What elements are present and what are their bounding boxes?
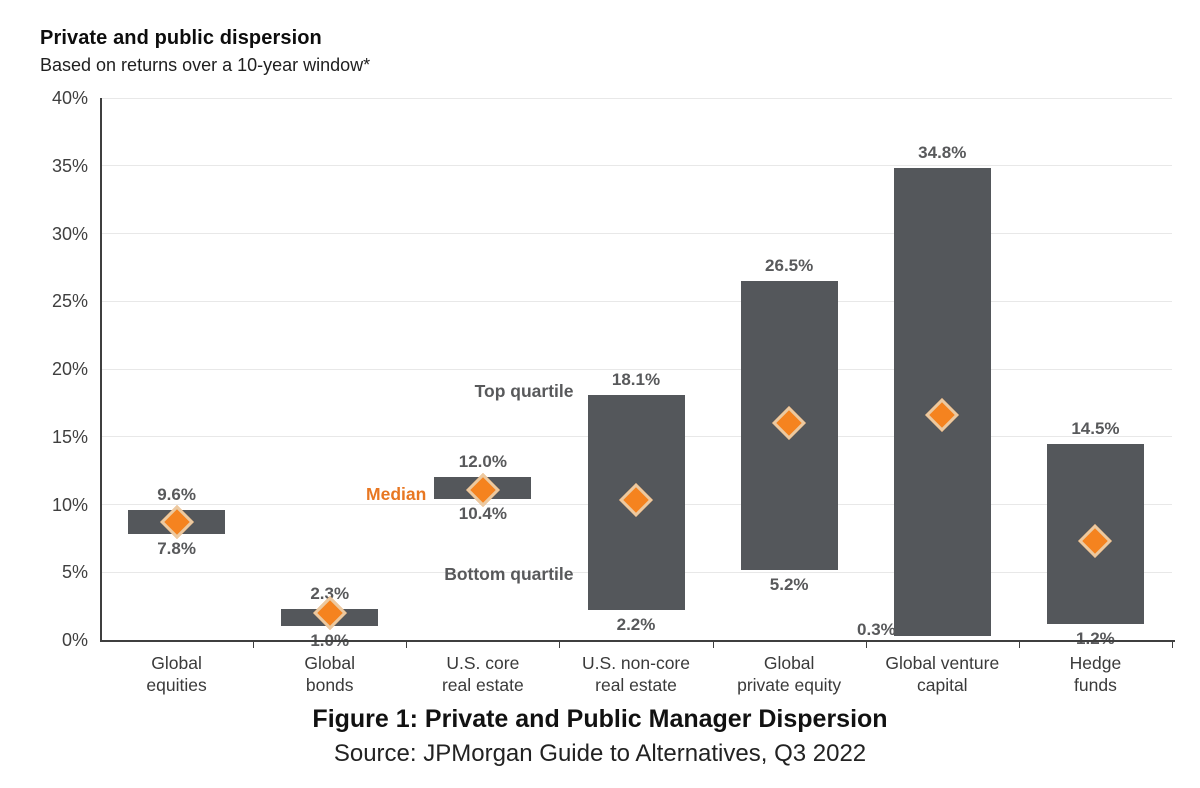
y-gridline <box>100 233 1172 234</box>
y-tick-label: 30% <box>51 223 88 244</box>
y-tick-label: 15% <box>51 426 88 447</box>
bottom-quartile-value-label: 2.2% <box>616 615 656 635</box>
y-gridline <box>100 165 1172 167</box>
x-axis-tick <box>712 642 714 648</box>
y-tick-label: 5% <box>61 562 88 583</box>
x-category-label: U.S. non-core real estate <box>582 653 690 695</box>
top-quartile-value-label: 14.5% <box>1071 418 1120 438</box>
top-quartile-value-label: 12.0% <box>458 452 507 472</box>
y-tick-label: 10% <box>51 494 88 515</box>
annotation-median: Median <box>366 484 427 504</box>
bottom-quartile-value-label: 10.4% <box>458 504 507 524</box>
x-axis-line <box>100 640 1175 642</box>
figure-caption: Figure 1: Private and Public Manager Dis… <box>312 705 888 733</box>
figure-source: Source: JPMorgan Guide to Alternatives, … <box>333 740 867 767</box>
y-tick-label: 0% <box>61 630 88 650</box>
x-axis-tick <box>865 642 867 648</box>
bottom-quartile-value-label: 5.2% <box>769 574 809 594</box>
top-quartile-value-label: 26.5% <box>765 255 814 275</box>
x-axis-tick <box>406 642 408 648</box>
top-quartile-value-label: 2.3% <box>310 583 350 603</box>
y-tick-label: 35% <box>51 155 88 176</box>
y-gridline <box>100 300 1172 302</box>
top-quartile-value-label: 34.8% <box>918 143 967 163</box>
y-tick-label: 25% <box>51 291 88 312</box>
x-category-label: Global private equity <box>737 653 842 695</box>
x-axis-tick <box>253 642 255 648</box>
y-tick-label: 40% <box>51 88 88 108</box>
y-tick-label: 20% <box>51 359 88 379</box>
annotation-top-quartile: Top quartile <box>474 381 574 402</box>
x-category-label: Global equities <box>146 653 207 695</box>
y-gridline <box>100 97 1172 99</box>
x-category-label: U.S. core real estate <box>441 653 524 695</box>
y-gridline <box>100 368 1172 370</box>
top-quartile-value-label: 18.1% <box>611 369 661 389</box>
y-axis-line <box>100 98 102 642</box>
bottom-quartile-value-label: 7.8% <box>157 539 196 559</box>
x-category-label: Hedge funds <box>1069 653 1122 695</box>
x-axis-tick <box>559 642 561 648</box>
chart-title: Private and public dispersion <box>40 27 322 49</box>
x-axis-tick <box>1018 642 1020 648</box>
annotation-bottom-quartile: Bottom quartile <box>444 563 574 584</box>
x-axis-tick <box>1172 642 1173 648</box>
chart-subtitle: Based on returns over a 10-year window* <box>40 55 371 75</box>
top-quartile-value-label: 9.6% <box>157 484 196 504</box>
bottom-quartile-value-label: 1.2% <box>1076 628 1115 648</box>
x-category-label: Global venture capital <box>885 653 1000 695</box>
x-category-label: Global bonds <box>304 653 355 695</box>
bottom-quartile-value-label: 0.3% <box>857 620 896 639</box>
